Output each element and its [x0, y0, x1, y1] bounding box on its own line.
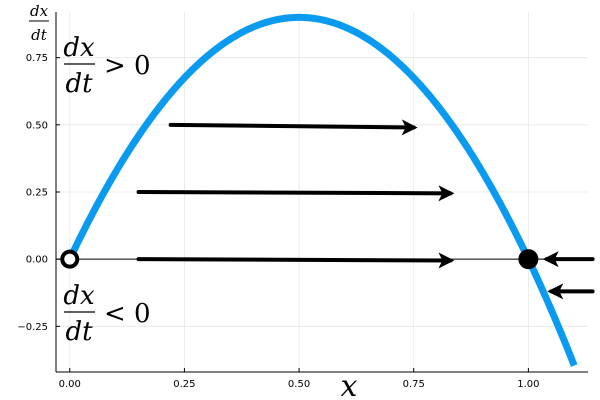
flow-arrow-1 — [136, 185, 455, 202]
y-tick-label-2: 0.25 — [26, 188, 48, 199]
curve-group — [66, 13, 578, 367]
curve-line — [66, 13, 578, 367]
annotation-positive-numerator: dx — [63, 33, 95, 63]
x-tick-label-2: 0.50 — [288, 379, 310, 390]
x-tick-label-0: 0.00 — [59, 379, 81, 390]
equilibria-group — [60, 249, 539, 270]
annotation-positive: dx dt > 0 — [63, 33, 150, 99]
y-tick-label-1: 0.00 — [26, 255, 48, 266]
x-tick-label-3: 0.75 — [403, 379, 425, 390]
flow-arrow-0 — [168, 119, 418, 136]
arrows-group — [136, 119, 595, 300]
y-tick-label-0: −0.25 — [17, 322, 48, 333]
equilibrium-stable-1 — [518, 249, 539, 270]
flow-arrow-2 — [136, 252, 455, 269]
y-label-denominator: dt — [31, 26, 48, 44]
x-tick-label-4: 1.00 — [517, 379, 539, 390]
x-axis-label: x — [341, 369, 358, 400]
annotation-negative-relation: < 0 — [104, 299, 151, 329]
annotation-negative: dx dt < 0 — [63, 281, 150, 347]
annotation-negative-denominator: dt — [65, 317, 93, 347]
annotation-positive-denominator: dt — [65, 69, 93, 99]
y-label-numerator: dx — [30, 2, 49, 20]
annotation-positive-relation: > 0 — [104, 51, 151, 81]
x-tick-label-1: 0.25 — [173, 379, 195, 390]
annotation-negative-numerator: dx — [63, 281, 95, 311]
ticks: 0.00 0.25 0.50 0.75 1.00 −0.25 0.00 0.25 0.50 0.7… — [17, 53, 539, 390]
equilibrium-unstable-0 — [60, 249, 80, 269]
y-tick-label-3: 0.50 — [26, 120, 48, 131]
y-tick-label-4: 0.75 — [26, 53, 48, 64]
y-axis-label: dx dt — [29, 2, 49, 44]
